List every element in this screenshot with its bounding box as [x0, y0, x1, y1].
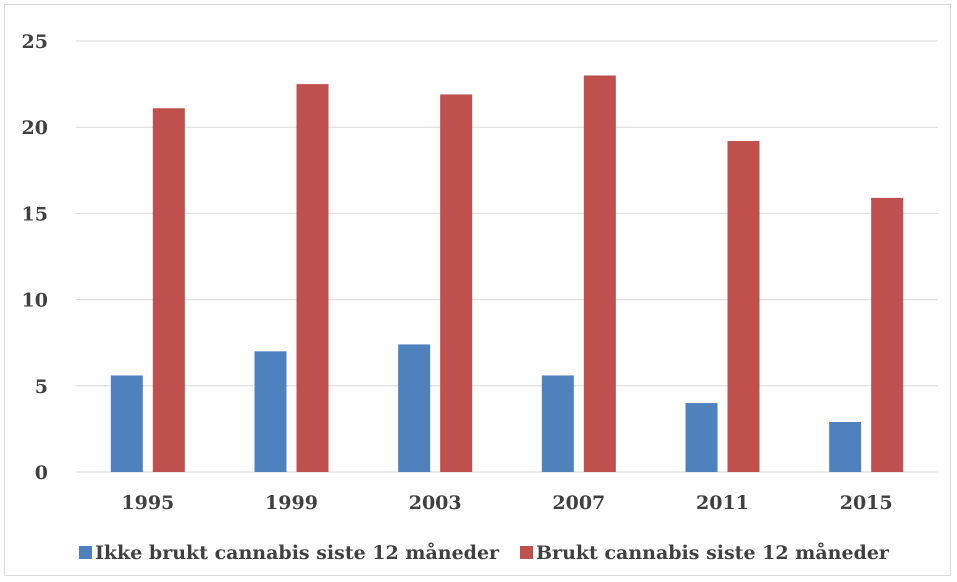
bar-ikke-brukt-1999: [254, 351, 287, 472]
y-tick-label: 10: [22, 290, 48, 312]
bar-ikke-brukt-2007: [541, 375, 574, 472]
legend-label: Brukt cannabis siste 12 måneder: [536, 541, 890, 564]
bar-brukt-1999: [296, 84, 329, 472]
x-tick-label: 2007: [552, 492, 605, 514]
bar-ikke-brukt-2011: [685, 403, 718, 472]
x-tick-label: 2011: [696, 492, 749, 514]
y-axis-ticks: 0 5 10 15 20 25: [22, 31, 48, 484]
x-tick-label: 2015: [840, 492, 893, 514]
bars: [110, 75, 904, 473]
y-tick-label: 15: [22, 203, 48, 225]
gridlines: [76, 40, 938, 473]
y-tick-label: 5: [35, 376, 48, 398]
bar-ikke-brukt-2003: [398, 344, 431, 472]
bar-brukt-1995: [152, 108, 185, 473]
x-tick-label: 1995: [121, 492, 174, 514]
bar-brukt-2007: [583, 75, 616, 472]
x-tick-label: 2003: [409, 492, 462, 514]
bar-ikke-brukt-2015: [829, 422, 862, 472]
y-tick-label: 20: [22, 117, 48, 139]
y-tick-label: 25: [22, 31, 48, 53]
bar-ikke-brukt-1995: [110, 375, 143, 472]
legend: Ikke brukt cannabis siste 12 måneder Bruk…: [79, 541, 890, 564]
legend-swatch-brukt: [520, 546, 533, 559]
legend-swatch-ikke-brukt: [79, 546, 92, 559]
bar-brukt-2015: [871, 197, 904, 472]
x-axis-ticks: 1995 1999 2003 2007 2011 2015: [121, 492, 892, 514]
bar-brukt-2003: [440, 94, 473, 472]
legend-label: Ikke brukt cannabis siste 12 måneder: [95, 541, 500, 564]
x-tick-label: 1999: [265, 492, 318, 514]
bar-brukt-2011: [727, 140, 760, 472]
y-tick-label: 0: [35, 462, 48, 484]
